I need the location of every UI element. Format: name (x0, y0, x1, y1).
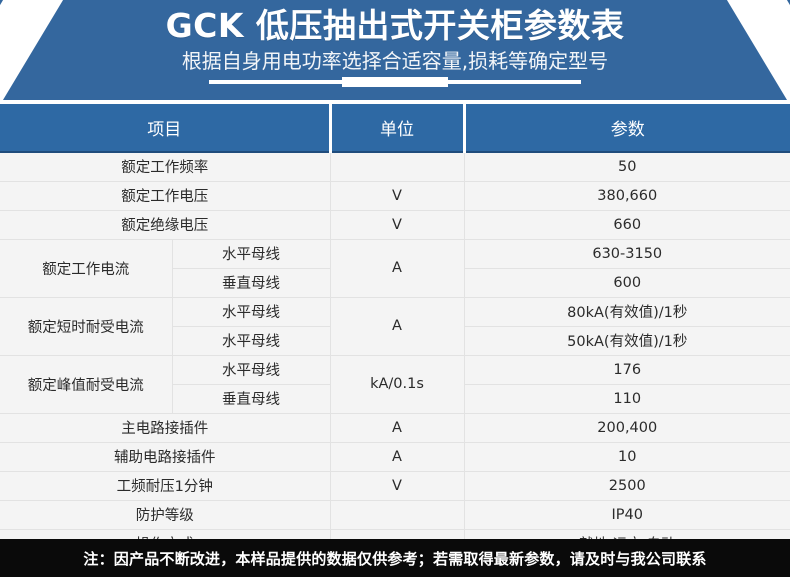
cell-item: 辅助电路接插件 (0, 442, 331, 472)
cell-parameter: IP40 (464, 500, 790, 530)
cell-unit: kA/0.1s (330, 355, 465, 414)
cell-item: 额定短时耐受电流 (0, 297, 173, 356)
spec-table-body: 额定工作频率 50 额定工作电压 V 380,660 额定绝缘电压 V 660 额定工作电流 水平… (0, 152, 790, 539)
table-row: 垂直母线 110 (0, 384, 790, 414)
cell-item: 工频耐压1分钟 (0, 471, 331, 501)
cell-unit (330, 529, 465, 539)
cell-item: 额定绝缘电压 (0, 210, 331, 240)
header-banner: GCK 低压抽出式开关柜参数表 根据自身用电功率选择合适容量,损耗等确定型号 (0, 0, 790, 100)
column-header-item: 项目 (0, 104, 332, 153)
cell-item: 主电路接插件 (0, 413, 331, 443)
cell-parameter: 176 (464, 355, 790, 385)
cell-parameter: 200,400 (464, 413, 790, 443)
cell-unit: A (330, 239, 465, 298)
table-row: 额定工作电流 水平母线 A 630-3150 (0, 239, 790, 298)
cell-item: 操作方式 (0, 529, 331, 539)
cell-item: 额定工作电流 (0, 239, 173, 298)
cell-item: 防护等级 (0, 500, 331, 530)
cell-unit: V (330, 181, 465, 211)
cell-parameter: 80kA(有效值)/1秒 (464, 297, 790, 327)
spec-table: 项目 单位 参数 额定工作频率 50 额定工作电压 V 380,660 额定绝缘电压 V 66… (0, 104, 790, 539)
cell-parameter: 2500 (464, 471, 790, 501)
spec-table-container: 项目 单位 参数 额定工作频率 50 额定工作电压 V 380,660 额定绝缘电压 V 66… (0, 104, 790, 539)
table-row: 防护等级 IP40 (0, 500, 790, 530)
footer-note-text: 注：因产品不断改进，本样品提供的数据仅供参考；若需取得最新参数，请及时与我公司联… (83, 549, 707, 568)
banner-table-gap (0, 100, 790, 104)
cell-parameter: 10 (464, 442, 790, 472)
title-divider-center-block (342, 77, 448, 87)
table-row: 水平母线 50kA(有效值)/1秒 (0, 326, 790, 356)
cell-sub-item: 垂直母线 (172, 384, 331, 414)
table-row: 额定工作电压 V 380,660 (0, 181, 790, 211)
page-title: GCK 低压抽出式开关柜参数表 (165, 6, 625, 45)
cell-sub-item: 水平母线 (172, 326, 331, 356)
cell-parameter: 380,660 (464, 181, 790, 211)
cell-sub-item: 水平母线 (172, 297, 331, 327)
table-row: 额定峰值耐受电流 水平母线 kA/0.1s 176 (0, 355, 790, 414)
spec-table-head: 项目 单位 参数 (0, 104, 790, 153)
cell-unit: V (330, 471, 465, 501)
cell-sub-item: 水平母线 (172, 355, 331, 385)
table-row: 额定工作频率 50 (0, 152, 790, 182)
cell-parameter: 660 (464, 210, 790, 240)
cell-sub-item: 垂直母线 (172, 268, 331, 298)
cell-unit: A (330, 442, 465, 472)
table-row: 操作方式 就地,远方,自动 (0, 529, 790, 539)
table-row: 垂直母线 600 (0, 268, 790, 298)
page-subtitle: 根据自身用电功率选择合适容量,损耗等确定型号 (181, 49, 609, 73)
table-row: 工频耐压1分钟 V 2500 (0, 471, 790, 501)
title-divider (209, 77, 581, 87)
cell-unit: A (330, 297, 465, 356)
cell-parameter: 110 (464, 384, 790, 414)
banner-content: GCK 低压抽出式开关柜参数表 根据自身用电功率选择合适容量,损耗等确定型号 (0, 0, 790, 100)
cell-parameter: 50 (464, 152, 790, 182)
table-row: 主电路接插件 A 200,400 (0, 413, 790, 443)
cell-parameter: 就地,远方,自动 (464, 529, 790, 539)
cell-unit (330, 500, 465, 530)
table-row: 辅助电路接插件 A 10 (0, 442, 790, 472)
cell-item: 额定工作电压 (0, 181, 331, 211)
cell-parameter: 600 (464, 268, 790, 298)
cell-parameter: 50kA(有效值)/1秒 (464, 326, 790, 356)
cell-sub-item: 水平母线 (172, 239, 331, 269)
table-header-row: 项目 单位 参数 (0, 104, 790, 153)
cell-item: 额定峰值耐受电流 (0, 355, 173, 414)
column-header-unit: 单位 (330, 104, 466, 153)
cell-unit (330, 152, 465, 182)
cell-unit: V (330, 210, 465, 240)
footer-note-bar: 注：因产品不断改进，本样品提供的数据仅供参考；若需取得最新参数，请及时与我公司联… (0, 539, 790, 577)
cell-item: 额定工作频率 (0, 152, 331, 182)
column-header-param: 参数 (464, 104, 790, 153)
cell-unit: A (330, 413, 465, 443)
cell-parameter: 630-3150 (464, 239, 790, 269)
table-row: 额定绝缘电压 V 660 (0, 210, 790, 240)
table-row: 额定短时耐受电流 水平母线 A 80kA(有效值)/1秒 (0, 297, 790, 356)
